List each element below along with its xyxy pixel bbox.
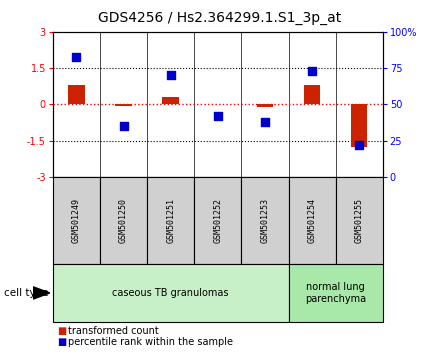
Text: GSM501249: GSM501249: [72, 198, 81, 243]
Point: [261, 119, 268, 125]
Polygon shape: [33, 287, 50, 299]
Bar: [162, 97, 179, 104]
Bar: [68, 85, 84, 104]
Bar: [304, 85, 320, 104]
Point: [356, 142, 363, 148]
Point: [73, 54, 80, 59]
Text: ■: ■: [57, 326, 66, 336]
Text: caseous TB granulomas: caseous TB granulomas: [112, 288, 229, 298]
Text: GSM501251: GSM501251: [166, 198, 175, 243]
Point: [120, 124, 127, 129]
Text: GSM501250: GSM501250: [119, 198, 128, 243]
Text: cell type: cell type: [4, 288, 49, 298]
Text: GSM501253: GSM501253: [260, 198, 269, 243]
Text: GSM501252: GSM501252: [213, 198, 222, 243]
Text: GSM501254: GSM501254: [308, 198, 317, 243]
Bar: [257, 104, 273, 107]
Point: [308, 68, 315, 74]
Text: GSM501255: GSM501255: [355, 198, 364, 243]
Text: normal lung
parenchyma: normal lung parenchyma: [305, 282, 366, 304]
Text: transformed count: transformed count: [68, 326, 159, 336]
Text: ■: ■: [57, 337, 66, 347]
Bar: [351, 104, 367, 147]
Point: [214, 113, 221, 119]
Text: GDS4256 / Hs2.364299.1.S1_3p_at: GDS4256 / Hs2.364299.1.S1_3p_at: [99, 11, 341, 25]
Point: [167, 73, 174, 78]
Bar: [115, 104, 132, 105]
Text: percentile rank within the sample: percentile rank within the sample: [68, 337, 233, 347]
